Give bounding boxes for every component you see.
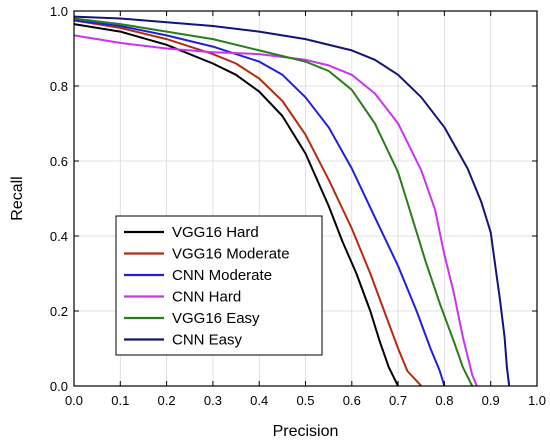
x-tick-label-7: 0.7 xyxy=(389,393,407,408)
x-tick-label-5: 0.5 xyxy=(296,393,314,408)
series-line-0 xyxy=(73,23,399,387)
x-tick-label-2: 0.2 xyxy=(158,393,176,408)
series-line-1 xyxy=(73,19,423,387)
x-axis-label: Precision xyxy=(273,423,339,440)
x-tick-label-8: 0.8 xyxy=(435,393,453,408)
x-tick-label-3: 0.3 xyxy=(204,393,222,408)
y-tick-label-4: 0.8 xyxy=(50,79,68,94)
x-tick-label-0: 0.0 xyxy=(65,393,83,408)
y-tick-label-1: 0.2 xyxy=(50,304,68,319)
legend: VGG16 Hard VGG16 Moderate CNN Moderate CNN … xyxy=(115,215,323,356)
x-tick-label-4: 0.4 xyxy=(250,393,268,408)
series-lines xyxy=(73,15,511,387)
y-tick-label-3: 0.6 xyxy=(50,154,68,169)
legend-label-3: CNN Hard xyxy=(172,289,241,306)
series-line-5 xyxy=(73,15,511,387)
y-tick-label-5: 1.0 xyxy=(50,4,68,19)
legend-label-0: VGG16 Hard xyxy=(172,224,259,241)
x-tick-label-9: 0.9 xyxy=(482,393,500,408)
x-tick-label-6: 0.6 xyxy=(343,393,361,408)
x-tick-label-1: 0.1 xyxy=(111,393,129,408)
y-tick-label-2: 0.4 xyxy=(50,229,68,244)
series-line-4 xyxy=(73,17,474,387)
legend-label-1: VGG16 Moderate xyxy=(172,246,290,263)
x-tick-label-10: 1.0 xyxy=(528,393,546,408)
series-line-3 xyxy=(73,34,478,387)
legend-label-5: CNN Easy xyxy=(172,332,243,349)
legend-label-2: CNN Moderate xyxy=(172,267,272,284)
axis-ticks: 0.0 0.1 0.2 0.3 0.4 0.5 0.6 0.7 0.8 0.9 1.0 0.0 0.2 0… xyxy=(50,4,546,408)
legend-box xyxy=(115,215,323,356)
y-axis-label: Recall xyxy=(9,176,26,220)
series-line-2 xyxy=(73,19,446,387)
legend-label-4: VGG16 Easy xyxy=(172,310,260,327)
y-tick-label-0: 0.0 xyxy=(50,379,68,394)
